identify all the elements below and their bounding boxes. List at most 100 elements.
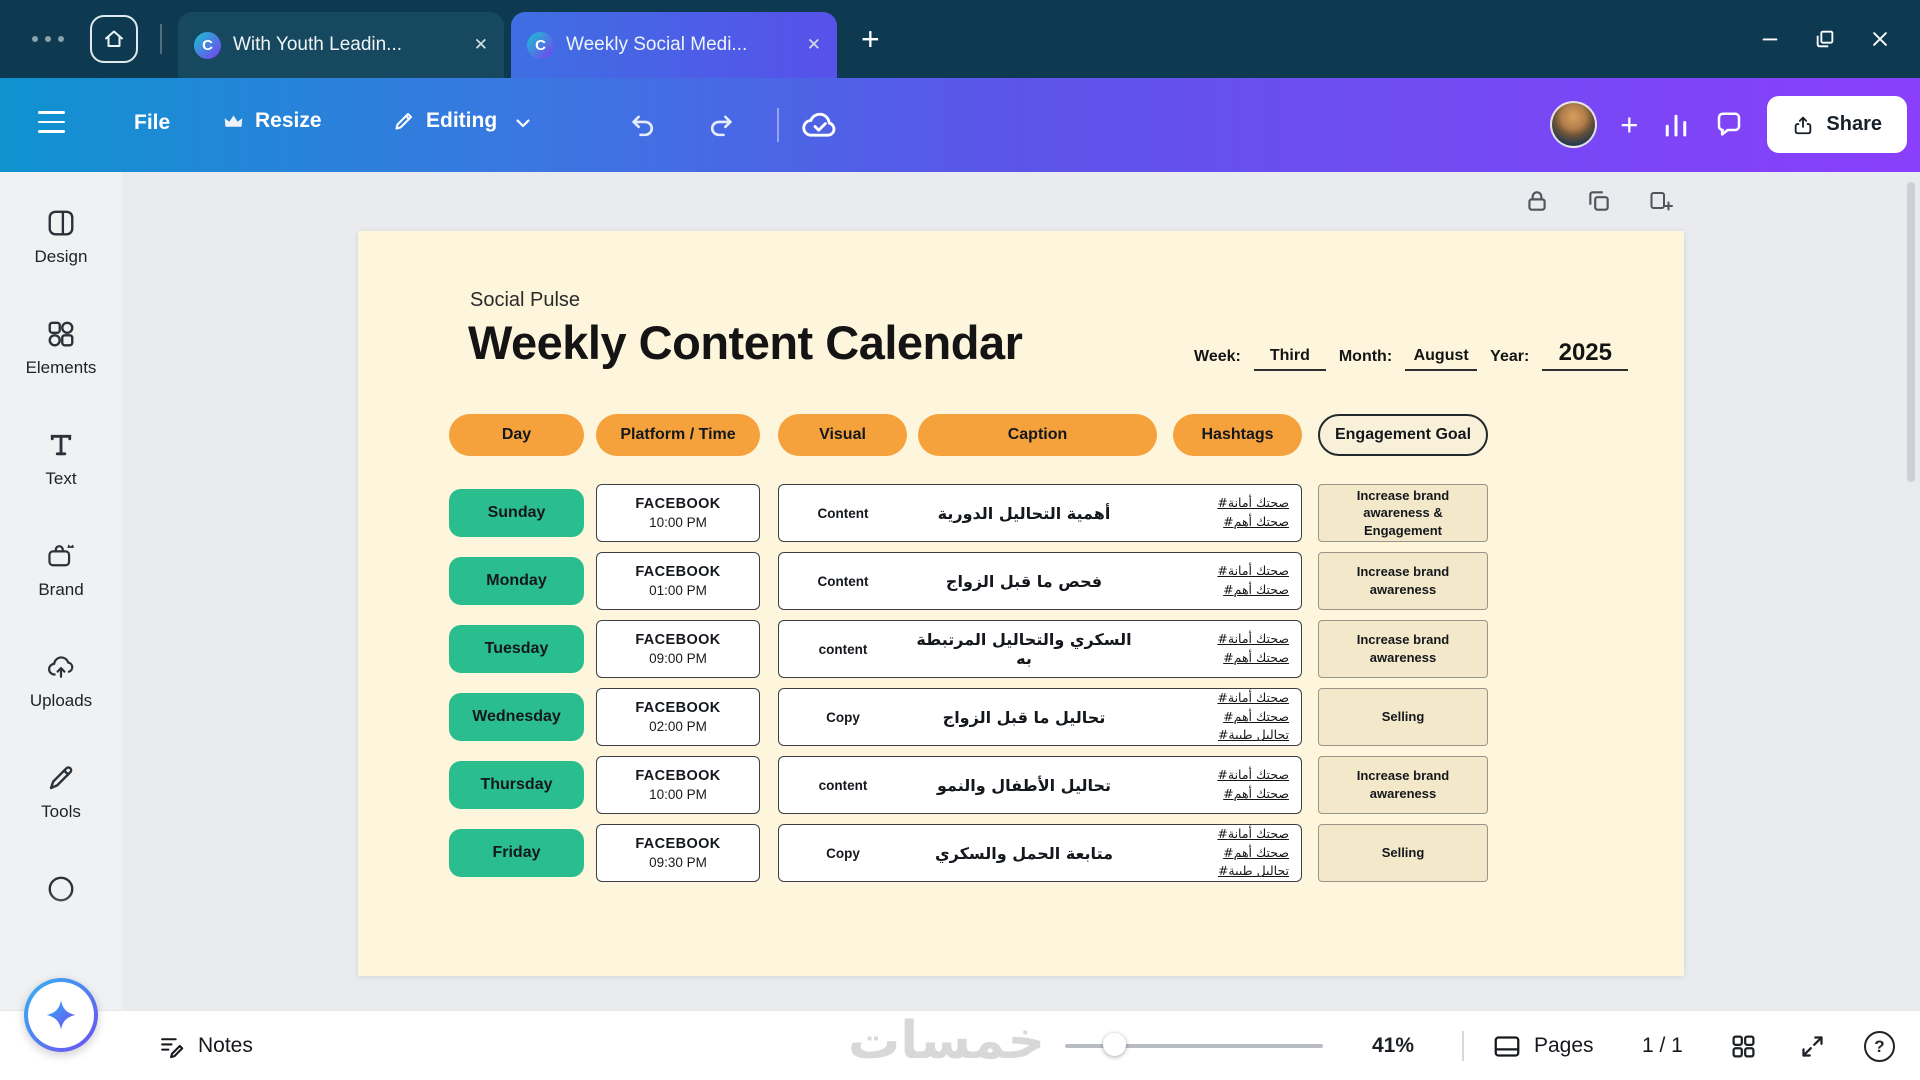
insights-chart-icon[interactable] — [1661, 110, 1691, 140]
duplicate-page-icon[interactable] — [1586, 188, 1612, 214]
new-tab-button[interactable]: + — [861, 21, 880, 57]
resize-button[interactable]: Resize — [222, 109, 322, 133]
column-header-day[interactable]: Day — [449, 414, 584, 456]
column-header-goal[interactable]: Engagement Goal — [1318, 414, 1488, 456]
week-label: Week: — [1194, 348, 1241, 365]
notes-icon — [158, 1033, 185, 1060]
year-value[interactable]: 2025 — [1542, 339, 1629, 371]
tab-with-youth-leading[interactable]: C With Youth Leadin... ✕ — [178, 12, 504, 78]
grid-view-icon[interactable] — [1730, 1033, 1757, 1060]
tab-close-icon[interactable]: ✕ — [806, 35, 821, 54]
day-pill[interactable]: Tuesday — [449, 625, 584, 673]
cloud-sync-check-icon[interactable] — [800, 107, 840, 142]
goal-cell[interactable]: Increase brand awareness — [1318, 756, 1488, 814]
editor-toolbar: File Resize Editing + Share — [0, 78, 1920, 172]
year-label: Year: — [1490, 348, 1530, 365]
goal-cell[interactable]: Increase brand awareness — [1318, 552, 1488, 610]
content-cell[interactable]: content تحاليل الأطفال والنمو #صحتك أمان… — [778, 756, 1302, 814]
hashtags-text: #صحتك أمانة #صحتك أهم #تحاليل طبية — [1217, 689, 1289, 743]
share-button[interactable]: Share — [1767, 96, 1907, 153]
tab-weekly-social-media[interactable]: C Weekly Social Medi... ✕ — [511, 12, 837, 78]
column-header-caption[interactable]: Caption — [918, 414, 1157, 456]
platform-name: FACEBOOK — [635, 700, 721, 716]
sidebar-item-design[interactable]: Design — [35, 208, 87, 267]
platform-cell[interactable]: FACEBOOK 02:00 PM — [596, 688, 760, 746]
goal-cell[interactable]: Selling — [1318, 688, 1488, 746]
invite-plus-button[interactable]: + — [1620, 107, 1639, 142]
add-page-icon[interactable] — [1648, 188, 1674, 214]
platform-cell[interactable]: FACEBOOK 01:00 PM — [596, 552, 760, 610]
month-value[interactable]: August — [1405, 347, 1478, 371]
sidebar-item-text[interactable]: Text — [45, 430, 77, 489]
app-menu-dots-icon[interactable] — [32, 36, 64, 42]
platform-cell[interactable]: FACEBOOK 10:00 PM — [596, 484, 760, 542]
redo-button[interactable] — [706, 110, 736, 140]
fullscreen-expand-icon[interactable] — [1799, 1033, 1826, 1060]
content-cell[interactable]: Content أهمية التحاليل الدورية #صحتك أما… — [778, 484, 1302, 542]
user-avatar[interactable] — [1550, 101, 1598, 148]
content-cell[interactable]: Copy متابعة الحمل والسكري #صحتك أمانة #ص… — [778, 824, 1302, 882]
minimize-button[interactable] — [1759, 28, 1781, 50]
visual-type: content — [818, 777, 868, 793]
table-row: Monday FACEBOOK 01:00 PM Content فحص ما … — [449, 552, 1488, 610]
content-cell[interactable]: Content فحص ما قبل الزواج #صحتك أمانة #ص… — [778, 552, 1302, 610]
table-row: Wednesday FACEBOOK 02:00 PM Copy تحاليل … — [449, 688, 1488, 746]
day-pill[interactable]: Sunday — [449, 489, 584, 537]
hashtags-text: #صحتك أمانة #صحتك أهم #تحاليل طبية — [1217, 825, 1289, 879]
platform-cell[interactable]: FACEBOOK 09:30 PM — [596, 824, 760, 882]
caption-text: فحص ما قبل الزواج — [945, 571, 1103, 591]
zoom-slider-handle[interactable] — [1103, 1033, 1126, 1056]
brand-text[interactable]: Social Pulse — [470, 289, 581, 311]
platform-cell[interactable]: FACEBOOK 10:00 PM — [596, 756, 760, 814]
zoom-level[interactable]: 41% — [1372, 1034, 1415, 1057]
notes-button[interactable]: Notes — [158, 1011, 253, 1080]
page-actions — [1524, 188, 1674, 214]
platform-time: 02:00 PM — [649, 719, 707, 734]
goal-cell[interactable]: Selling — [1318, 824, 1488, 882]
editing-mode-button[interactable]: Editing — [392, 109, 532, 133]
sidebar-item-elements[interactable]: Elements — [26, 319, 96, 378]
visual-type: Content — [817, 573, 869, 589]
goal-cell[interactable]: Increase brand awareness — [1318, 620, 1488, 678]
week-value[interactable]: Third — [1253, 347, 1326, 371]
visual-type: Content — [817, 505, 869, 521]
undo-button[interactable] — [628, 110, 658, 140]
sidebar-item-brand[interactable]: Brand — [38, 541, 84, 600]
main-menu-button[interactable] — [38, 111, 65, 133]
content-cell[interactable]: content السكري والتحاليل المرتبطة به #صح… — [778, 620, 1302, 678]
close-window-button[interactable] — [1869, 28, 1891, 50]
day-pill[interactable]: Wednesday — [449, 693, 584, 741]
column-header-visual[interactable]: Visual — [778, 414, 907, 456]
column-header-hashtags[interactable]: Hashtags — [1173, 414, 1302, 456]
restore-button[interactable] — [1814, 28, 1836, 50]
sidebar-item-uploads[interactable]: Uploads — [30, 652, 92, 711]
ai-assistant-button[interactable] — [24, 978, 98, 1052]
home-button[interactable] — [90, 15, 138, 63]
day-pill[interactable]: Thursday — [449, 761, 584, 809]
tools-pen-icon — [46, 763, 76, 793]
calendar-title[interactable]: Weekly Content Calendar — [468, 316, 1023, 369]
file-menu-button[interactable]: File — [134, 111, 171, 134]
zoom-slider-track[interactable] — [1065, 1044, 1323, 1048]
comments-icon[interactable] — [1714, 110, 1744, 140]
help-button[interactable]: ? — [1864, 1031, 1895, 1062]
tab-close-icon[interactable]: ✕ — [473, 35, 488, 54]
lock-icon[interactable] — [1524, 188, 1550, 214]
column-header-platform[interactable]: Platform / Time — [596, 414, 760, 456]
month-label: Month: — [1338, 348, 1393, 365]
window-controls — [1759, 0, 1920, 78]
day-pill[interactable]: Friday — [449, 829, 584, 877]
design-page[interactable]: Social Pulse Weekly Content Calendar Wee… — [358, 231, 1684, 976]
pages-button[interactable]: Pages — [1492, 1011, 1594, 1080]
content-cell[interactable]: Copy تحاليل ما قبل الزواج #صحتك أمانة #ص… — [778, 688, 1302, 746]
pages-icon — [1492, 1033, 1522, 1060]
sidebar-item-tools[interactable]: Tools — [41, 763, 81, 822]
upload-cloud-icon — [46, 652, 76, 682]
caption-text: أهمية التحاليل الدورية — [937, 503, 1111, 523]
goal-cell[interactable]: Increase brand awareness & Engagement — [1318, 484, 1488, 542]
design-canvas[interactable]: Social Pulse Weekly Content Calendar Wee… — [122, 172, 1920, 1010]
day-pill[interactable]: Monday — [449, 557, 584, 605]
platform-cell[interactable]: FACEBOOK 09:00 PM — [596, 620, 760, 678]
canvas-scrollbar[interactable] — [1907, 182, 1915, 482]
sparkle-icon — [43, 997, 79, 1033]
